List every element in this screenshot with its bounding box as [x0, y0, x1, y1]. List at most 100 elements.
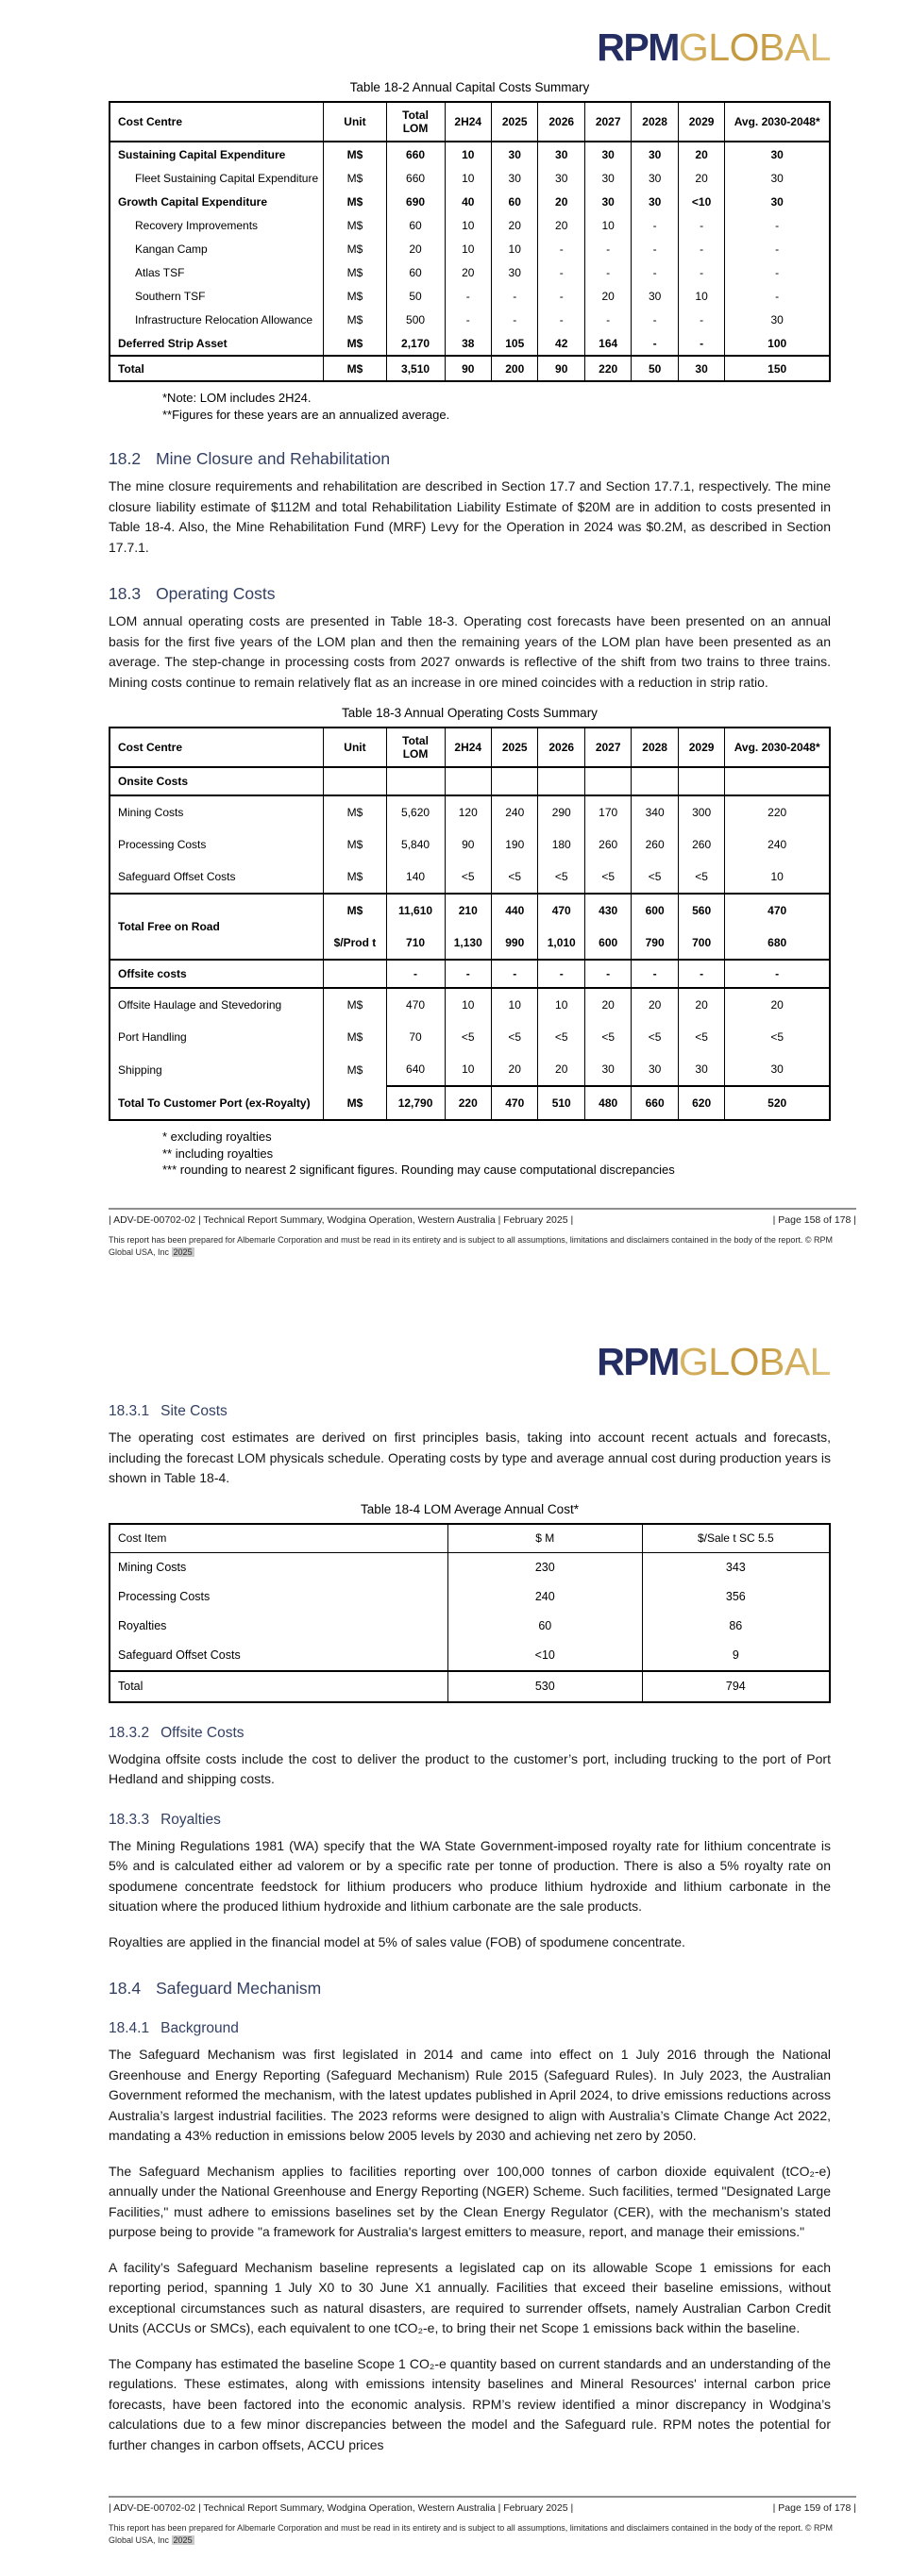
row-label: Offsite Haulage and Stevedoring: [118, 998, 282, 1012]
table-row: Southern TSF M$ 50- - -20 30 10-: [110, 284, 830, 308]
table-cell: 10: [444, 988, 492, 1021]
table-cell: 690: [385, 190, 446, 213]
section-number: 18.3.1: [109, 1403, 150, 1419]
section-18-3-1-paragraph: The operating cost estimates are derived…: [109, 1430, 831, 1485]
table-cell: 30: [724, 166, 830, 190]
table-cell: 790: [631, 927, 679, 960]
table-cell: -: [677, 308, 725, 331]
table-cell: -: [631, 331, 679, 356]
table-cell: M$: [323, 988, 387, 1021]
table-cell: 70: [385, 1021, 446, 1053]
table-cell: M$: [323, 795, 387, 828]
table-cell: 20: [677, 166, 725, 190]
table-cell: 150: [724, 355, 830, 381]
table-cell: 20: [677, 142, 725, 166]
table-cell: 710: [385, 927, 446, 960]
row-label: Safeguard Offset Costs: [118, 870, 236, 883]
row-label: Mining Costs: [118, 806, 184, 819]
table-cell: 20: [537, 190, 585, 213]
table-cell: 11,610: [385, 893, 446, 927]
table-row: Kangan Camp M$ 20 10 10- - - - -: [110, 237, 830, 260]
table-cell: [323, 767, 387, 796]
logo-global-text: GLOBAL: [678, 25, 832, 69]
table-cell: -: [677, 260, 725, 284]
section-18-3-3-paragraph-2: Royalties are applied in the financial m…: [109, 1933, 685, 1949]
table-cell: 30: [677, 1053, 725, 1086]
column-header: 2029: [677, 102, 725, 142]
table-cell: 50: [385, 284, 446, 308]
table-cell: [631, 767, 679, 796]
section-number: 18.2: [109, 449, 142, 468]
table-cell: <5: [537, 1021, 585, 1053]
table-cell: <5: [631, 861, 679, 894]
table-cell: 10: [444, 1053, 492, 1086]
column-header: 2027: [583, 728, 632, 768]
table-cell: -: [677, 213, 725, 237]
table-cell: 30: [583, 190, 632, 213]
table-cell: -: [385, 959, 446, 989]
section-18-2-paragraph: The mine closure requirements and rehabi…: [109, 478, 831, 555]
section-18-3-2-paragraph: Wodgina offsite costs include the cost t…: [109, 1750, 831, 1787]
column-header: 2026: [537, 102, 585, 142]
table-cell: -: [537, 284, 585, 308]
table-cell: 12,790: [385, 1085, 446, 1120]
table-cell: <10: [447, 1640, 643, 1671]
section-title: Background: [160, 2020, 239, 2036]
row-label: Recovery Improvements: [135, 218, 259, 232]
logo-rpm-text: RPM: [597, 1340, 680, 1383]
table-cell: 470: [537, 893, 585, 927]
table-cell: 356: [641, 1581, 830, 1612]
row-label: Growth Capital Expenditure: [118, 194, 268, 209]
table-cell: 300: [677, 795, 725, 828]
table-cell: 2,170: [385, 331, 446, 356]
column-header: Unit: [323, 102, 387, 142]
table-cell: 86: [641, 1611, 830, 1641]
table-cell: -: [583, 237, 632, 260]
table-cell: 10: [490, 237, 538, 260]
table-cell: 1,010: [537, 927, 585, 960]
table-cell: -: [444, 284, 492, 308]
table-cell: M$: [323, 190, 387, 213]
table-cell: 3,510: [385, 355, 446, 381]
table-cell: -: [444, 959, 492, 989]
table-cell: 30: [631, 142, 679, 166]
table-cell: -: [724, 284, 830, 308]
report-page-158: RPMGLOBAL Table 18-2 Annual Capital Cost…: [109, 25, 856, 1257]
table-cell: 560: [677, 893, 725, 927]
table-cell: 10: [724, 861, 830, 894]
table-cell: M$: [323, 308, 387, 331]
table-cell: 40: [444, 190, 492, 213]
table-row: Total To Customer Port (ex-Royalty) M$ 12,…: [110, 1085, 830, 1120]
table-cell: 20: [677, 988, 725, 1021]
table-cell: [323, 959, 387, 989]
table-cell: 470: [490, 1085, 538, 1120]
table-cell: M$: [323, 1086, 387, 1120]
table-18-4-caption: Table 18-4 LOM Average Annual Cost*: [361, 1501, 579, 1516]
table-cell: 640: [385, 1053, 446, 1086]
table-cell: -: [631, 959, 679, 989]
table-cell: 990: [490, 927, 538, 960]
table-cell: 794: [641, 1669, 830, 1702]
table-cell: -: [537, 308, 585, 331]
row-label: Processing Costs: [118, 838, 207, 851]
table-cell: 30: [583, 1053, 632, 1086]
table-cell: 60: [385, 213, 446, 237]
table-cell: 440: [490, 893, 538, 927]
table-cell: <5: [537, 861, 585, 894]
table-cell: 240: [724, 828, 830, 861]
table-cell: -: [631, 213, 679, 237]
table-18-2: Cost Centre Unit Total LOM 2H24 2025 2026 2027…: [109, 101, 831, 382]
table-cell: -: [490, 959, 538, 989]
footer-page-number: | Page 158 of 178 |: [772, 1214, 856, 1226]
table-cell: 30: [490, 260, 538, 284]
column-header: Avg. 2030-2048*: [724, 102, 830, 142]
column-header: 2028: [631, 102, 679, 142]
table-cell: 680: [724, 927, 830, 960]
table-cell: 120: [444, 795, 492, 828]
table-row: Recovery Improvements M$ 60 10 20 20 10- - -: [110, 213, 830, 237]
table-cell: M$: [323, 355, 387, 381]
table-row: Infrastructure Relocation Allowance M$ 500…: [110, 308, 830, 331]
column-header: Unit: [323, 728, 387, 768]
table-cell: 220: [444, 1085, 492, 1120]
column-header: Avg. 2030-2048*: [724, 728, 830, 768]
